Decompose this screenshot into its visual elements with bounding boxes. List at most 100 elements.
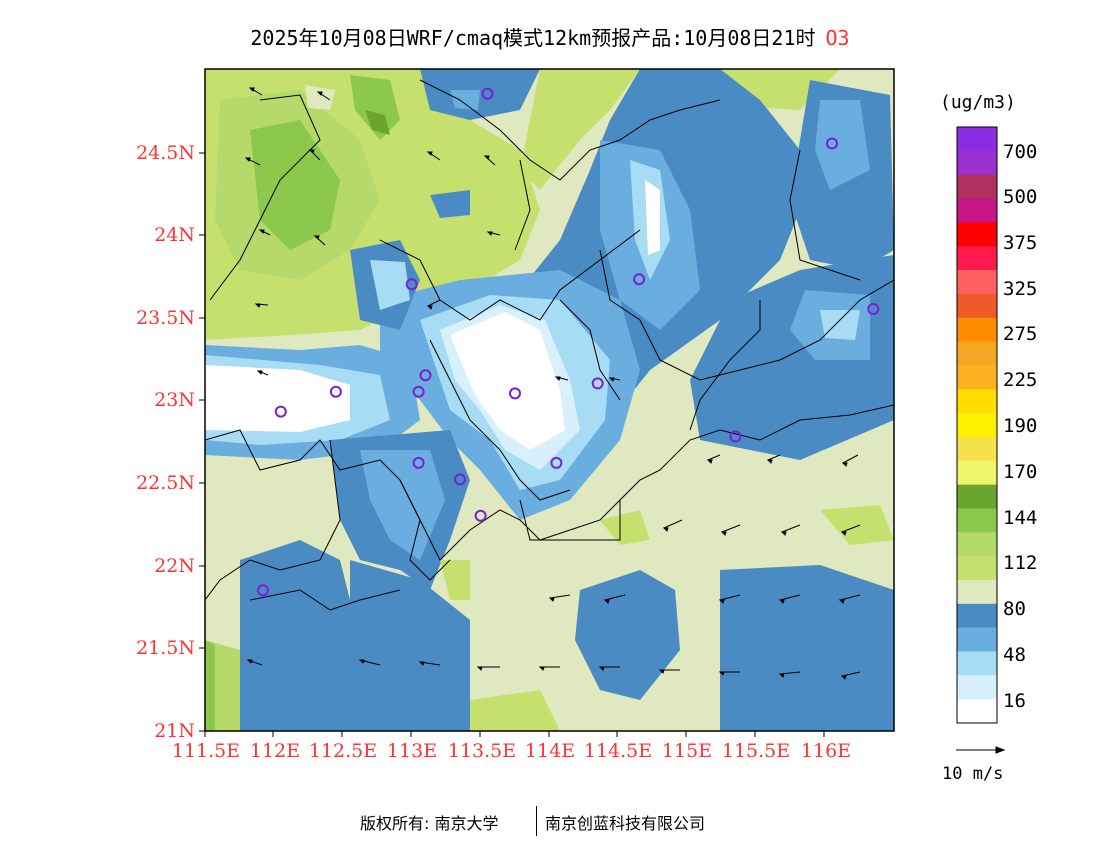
lon-label: 111.5E: [171, 740, 241, 762]
legend-label: 375: [1003, 232, 1038, 254]
wind-arrow: [254, 303, 269, 308]
colorbar-swatch: [957, 413, 997, 438]
station-marker: [509, 387, 521, 400]
wind-arrow: [598, 666, 620, 671]
colorbar-swatch: [957, 270, 997, 295]
lon-label: 114.5E: [583, 740, 653, 762]
lon-label: 112.5E: [308, 740, 378, 762]
station-marker: [412, 456, 425, 469]
legend-label: 112: [1003, 552, 1038, 574]
station-marker: [591, 377, 604, 390]
colorbar: [956, 126, 998, 724]
lat-label: 23.5N: [136, 307, 195, 329]
lon-label: 113E: [386, 740, 438, 762]
wind-arrow: [426, 299, 441, 310]
colorbar-swatch: [957, 579, 997, 605]
colorbar-swatch: [957, 484, 997, 509]
station-marker: [633, 273, 646, 286]
legend-label: 16: [1003, 690, 1026, 712]
colorbar-swatch: [957, 150, 997, 175]
station-marker: [453, 473, 466, 486]
colorbar-swatch: [957, 556, 997, 581]
colorbar-swatch: [957, 246, 997, 271]
reference-vector: [956, 746, 1006, 754]
colorbar-swatch: [957, 532, 997, 557]
station-marker: [474, 509, 487, 522]
wind-arrow: [841, 454, 859, 467]
lat-label: 23N: [154, 389, 195, 411]
wind-arrow: [308, 149, 321, 161]
wind-arrow: [662, 519, 683, 532]
title-main: 2025年10月08日WRF/cmaq模式12km预报产品:10月08日21时: [250, 26, 816, 50]
lat-label: 21N: [154, 720, 195, 742]
wind-arrow: [548, 594, 571, 602]
lon-label: 113.5E: [447, 740, 517, 762]
wind-arrow: [256, 370, 269, 376]
wind-arrow: [316, 91, 331, 101]
station-marker: [329, 385, 342, 398]
wind-arrow: [426, 151, 441, 161]
wind-arrow: [778, 671, 801, 678]
lon-ticks: [204, 731, 825, 737]
wind-arrow: [476, 666, 500, 671]
lat-label: 21.5N: [136, 637, 195, 659]
station-marker: [729, 430, 742, 443]
colorbar-swatch: [957, 699, 997, 724]
wind-arrow: [718, 594, 741, 604]
station-marker: [274, 405, 287, 418]
colorbar-swatch: [957, 174, 997, 199]
station-marker: [256, 584, 269, 597]
legend-label: 275: [1003, 323, 1038, 345]
colorbar-swatch: [957, 317, 997, 342]
footer-copyright: 版权所有: 南京大学: [360, 814, 499, 833]
legend-label: 170: [1003, 461, 1038, 483]
footer-company: 南京创蓝科技有限公司: [545, 814, 706, 833]
colorbar-swatch: [957, 651, 997, 676]
wind-arrow: [766, 454, 781, 464]
wind-vectors: [244, 87, 861, 680]
station-marker: [481, 87, 494, 100]
lat-ticks: [199, 152, 205, 732]
wind-arrow: [840, 671, 861, 680]
wind-arrow: [720, 524, 741, 536]
station-marker: [550, 456, 563, 469]
colorbar-swatch: [957, 293, 997, 319]
colorbar-frame: [956, 126, 998, 724]
lat-label: 22N: [154, 555, 195, 577]
station-marker: [826, 137, 838, 150]
wind-arrow: [258, 229, 271, 236]
legend-unit: (ug/m3): [940, 92, 1016, 113]
colorbar-swatch: [957, 198, 997, 223]
wind-arrow: [603, 594, 626, 604]
station-marker: [405, 278, 418, 291]
colorbar-swatch: [957, 508, 997, 533]
legend-label: 190: [1003, 415, 1038, 437]
wind-arrow: [780, 524, 801, 536]
wind-arrow: [313, 235, 326, 246]
admin-boundaries: [205, 79, 894, 611]
wind-arrow: [244, 157, 261, 166]
wind-arrow: [483, 155, 496, 166]
lat-label: 24.5N: [136, 142, 195, 164]
colorbar-swatch: [957, 365, 997, 390]
wind-arrow: [246, 659, 263, 666]
colorbar-swatch: [957, 627, 997, 652]
wind-arrow: [554, 376, 569, 381]
legend-label: 500: [1003, 186, 1038, 208]
title-species: O3: [825, 26, 850, 50]
wind-arrow: [418, 661, 441, 666]
colorbar-swatch: [957, 460, 997, 485]
wind-arrow: [486, 231, 501, 236]
lon-label: 116E: [800, 740, 852, 762]
vector-scale-label: 10 m/s: [942, 764, 1004, 784]
colorbar-swatch: [957, 389, 997, 414]
station-marker: [867, 303, 880, 315]
station-marker: [419, 369, 432, 382]
wind-arrow: [706, 454, 721, 464]
concentration-field: [205, 69, 894, 731]
footer-separator: [536, 806, 537, 836]
colorbar-swatch: [957, 127, 997, 152]
legend-label: 225: [1003, 369, 1038, 391]
wind-arrow: [608, 377, 621, 382]
wind-arrow: [538, 666, 560, 671]
